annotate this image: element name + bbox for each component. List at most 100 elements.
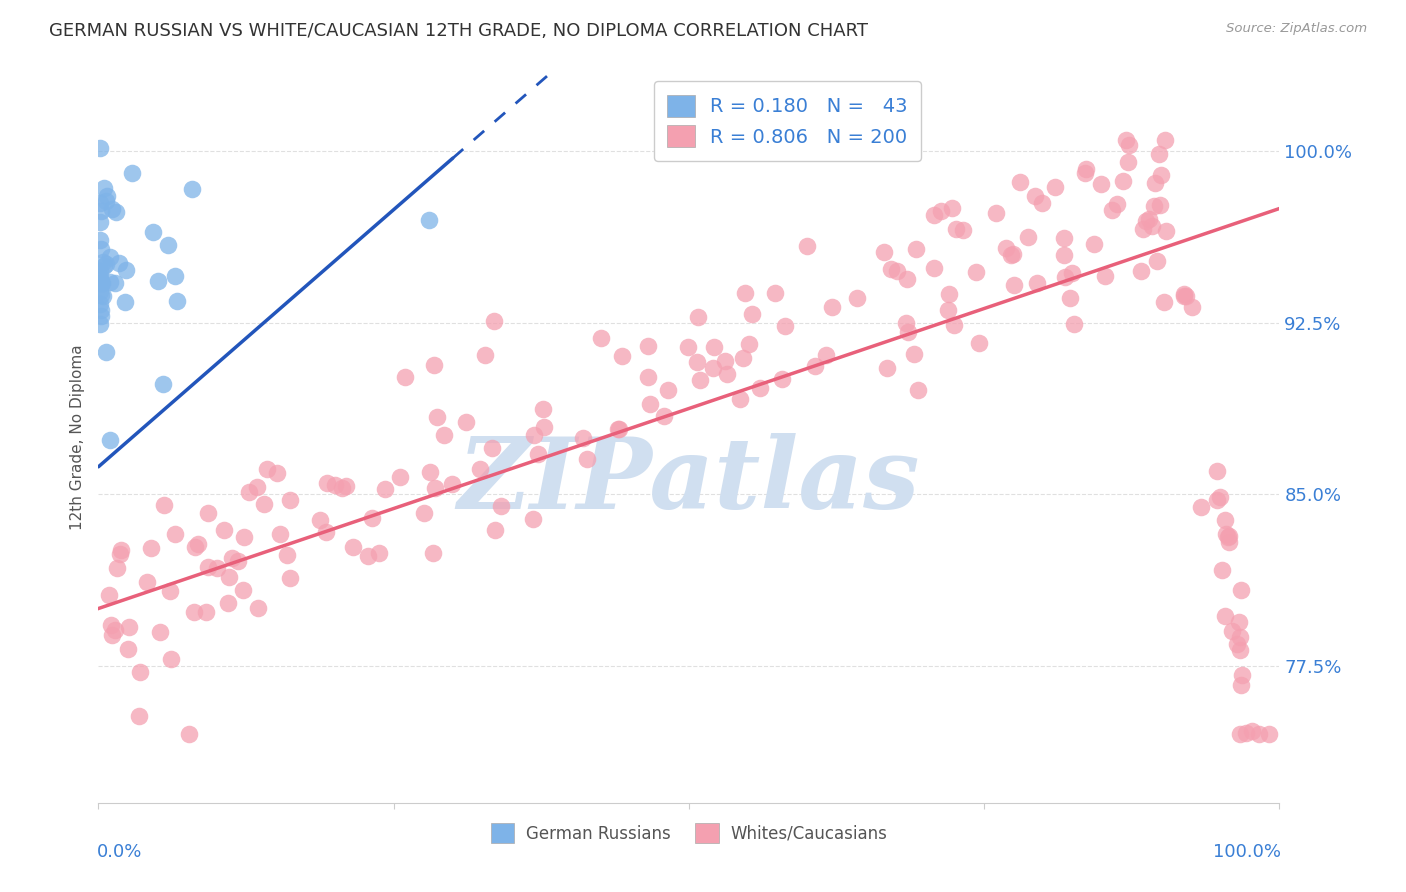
Point xyxy=(894,316,917,330)
Point xyxy=(897,325,920,339)
Point xyxy=(1206,464,1229,478)
Point xyxy=(89,233,111,247)
Point xyxy=(149,625,172,640)
Point xyxy=(146,274,169,288)
Point xyxy=(1143,199,1166,213)
Point xyxy=(1105,196,1128,211)
Point xyxy=(1112,174,1135,188)
Point xyxy=(1208,490,1230,504)
Point xyxy=(374,482,396,496)
Point xyxy=(394,370,416,384)
Point xyxy=(1218,534,1240,549)
Point xyxy=(907,383,929,397)
Point xyxy=(128,708,150,723)
Point xyxy=(702,361,724,376)
Point xyxy=(904,242,927,256)
Point xyxy=(335,479,357,493)
Point xyxy=(342,540,364,554)
Point xyxy=(278,571,301,585)
Point xyxy=(637,338,659,352)
Point xyxy=(1062,266,1084,280)
Point xyxy=(197,506,219,520)
Point xyxy=(256,462,278,476)
Point xyxy=(315,524,337,539)
Point xyxy=(1173,288,1195,302)
Point xyxy=(1144,176,1167,190)
Point xyxy=(886,264,908,278)
Point xyxy=(686,310,709,325)
Point xyxy=(1001,247,1024,261)
Point xyxy=(316,476,339,491)
Point xyxy=(1137,211,1160,226)
Text: Source: ZipAtlas.com: Source: ZipAtlas.com xyxy=(1226,22,1367,36)
Point xyxy=(418,213,440,227)
Point xyxy=(89,273,111,287)
Point xyxy=(941,202,963,216)
Point xyxy=(606,421,628,435)
Point xyxy=(433,427,456,442)
Point xyxy=(1045,180,1067,194)
Point xyxy=(945,222,967,236)
Point xyxy=(89,284,111,298)
Point xyxy=(195,605,218,619)
Point xyxy=(1031,195,1053,210)
Point xyxy=(1147,147,1170,161)
Point xyxy=(1229,678,1251,692)
Point xyxy=(1154,224,1177,238)
Point xyxy=(98,589,121,603)
Point xyxy=(118,620,141,634)
Point xyxy=(714,353,737,368)
Point xyxy=(278,493,301,508)
Point xyxy=(686,355,709,369)
Point xyxy=(484,523,506,537)
Point xyxy=(703,340,725,354)
Point xyxy=(1090,177,1112,191)
Point xyxy=(184,540,207,554)
Point xyxy=(967,335,990,350)
Point xyxy=(1083,236,1105,251)
Point xyxy=(94,257,117,271)
Point xyxy=(481,441,503,455)
Point xyxy=(1002,277,1025,292)
Point xyxy=(246,479,269,493)
Point xyxy=(522,512,544,526)
Point xyxy=(773,319,796,334)
Point xyxy=(984,206,1007,220)
Point xyxy=(821,300,844,314)
Point xyxy=(730,392,752,407)
Point xyxy=(922,261,945,276)
Point xyxy=(425,481,447,495)
Point xyxy=(995,241,1018,255)
Point xyxy=(1135,214,1157,228)
Point xyxy=(136,574,159,589)
Point xyxy=(1258,727,1281,741)
Point xyxy=(89,214,111,228)
Point xyxy=(1189,500,1212,515)
Point xyxy=(152,377,174,392)
Point xyxy=(1150,168,1173,182)
Point xyxy=(1226,637,1249,651)
Point xyxy=(159,583,181,598)
Y-axis label: 12th Grade, No Diploma: 12th Grade, No Diploma xyxy=(69,344,84,530)
Point xyxy=(804,359,827,373)
Point xyxy=(929,203,952,218)
Point xyxy=(738,337,761,351)
Point xyxy=(214,524,236,538)
Point xyxy=(226,553,249,567)
Point xyxy=(422,546,444,560)
Point xyxy=(1153,133,1175,147)
Point xyxy=(468,462,491,476)
Point xyxy=(1218,530,1240,544)
Point xyxy=(180,182,202,196)
Point xyxy=(1213,608,1236,623)
Point xyxy=(276,548,298,562)
Point xyxy=(1000,248,1022,262)
Point xyxy=(748,381,770,395)
Point xyxy=(108,256,131,270)
Point xyxy=(846,291,869,305)
Point xyxy=(423,358,446,372)
Point xyxy=(1229,727,1251,741)
Point xyxy=(456,415,478,429)
Point xyxy=(1241,724,1264,739)
Point xyxy=(1132,222,1154,236)
